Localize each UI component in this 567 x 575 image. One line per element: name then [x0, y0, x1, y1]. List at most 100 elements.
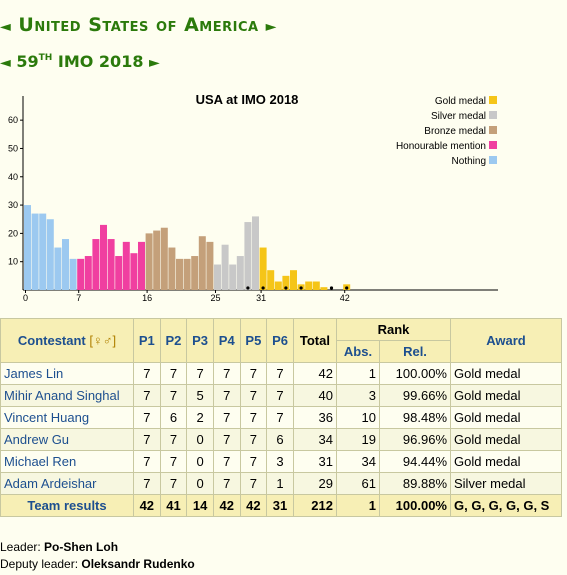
- problem-score: 7: [159, 428, 188, 451]
- bar-score-23: [198, 236, 206, 290]
- usa-score-marker: [246, 286, 250, 290]
- y-tick-label: 50: [8, 143, 18, 153]
- total-score: 29: [292, 472, 338, 495]
- bar-score-38: [312, 281, 320, 290]
- bar-score-35: [290, 270, 297, 290]
- contestant-name[interactable]: Adam Ardeishar: [0, 472, 134, 495]
- bar-score-6: [69, 258, 77, 290]
- problem-score: 2: [186, 406, 214, 429]
- problem-score: 7: [239, 362, 268, 385]
- olympiad-number: 59: [16, 52, 39, 71]
- header-p1: P1: [133, 318, 161, 363]
- team-results-row: Team results 42 41 14 42 42 31 212 1 100.00% G, G,…: [0, 494, 562, 517]
- team-award: G, G, G, G, G, S: [450, 494, 562, 517]
- problem-score: 7: [266, 362, 294, 385]
- olympiad-number-suffix: th: [38, 53, 53, 63]
- header-p5: P5: [239, 318, 268, 363]
- arrow-left-icon: ◄: [0, 19, 12, 35]
- problem-score: 7: [159, 384, 188, 407]
- rank-relative: 99.66%: [379, 384, 451, 407]
- problem-score: 7: [133, 472, 161, 495]
- bar-score-5: [62, 239, 69, 290]
- leader-label: Leader:: [0, 540, 41, 554]
- problem-score: 7: [133, 450, 161, 473]
- header-p2: P2: [159, 318, 188, 363]
- header-total: Total: [292, 318, 338, 363]
- bar-score-8: [84, 256, 92, 290]
- leader-name[interactable]: Po-Shen Loh: [44, 540, 119, 554]
- legend-swatch: [489, 96, 497, 104]
- usa-score-marker: [261, 286, 265, 290]
- problem-score: 5: [186, 384, 214, 407]
- bar-score-4: [54, 247, 62, 290]
- problem-score: 1: [266, 472, 294, 495]
- bar-score-31: [259, 247, 267, 290]
- olympiad-name: IMO 2018: [57, 52, 144, 71]
- olympiad-title: ◄ 59th IMO 2018 ►: [0, 52, 160, 76]
- contestant-name[interactable]: Mihir Anand Singhal: [0, 384, 134, 407]
- y-tick-label: 10: [8, 257, 18, 267]
- gender-filter-link[interactable]: [♀♂]: [89, 333, 117, 348]
- award: Gold medal: [450, 406, 562, 429]
- x-tick-label: 25: [210, 293, 220, 303]
- rank-absolute: 34: [336, 450, 380, 473]
- bar-score-37: [305, 281, 313, 290]
- contestant-name[interactable]: Vincent Huang: [0, 406, 134, 429]
- problem-score: 7: [212, 384, 241, 407]
- legend-label: Nothing: [452, 156, 486, 167]
- contestant-name[interactable]: Michael Ren: [0, 450, 134, 473]
- award: Silver medal: [450, 472, 562, 495]
- contestant-name[interactable]: Andrew Gu: [0, 428, 134, 451]
- bar-score-16: [145, 233, 153, 290]
- team-problem-score: 41: [159, 494, 188, 517]
- team-total: 212: [292, 494, 338, 517]
- total-score: 42: [292, 362, 338, 385]
- bar-score-21: [183, 258, 191, 290]
- bar-score-14: [130, 253, 138, 290]
- problem-score: 3: [266, 450, 294, 473]
- problem-score: 7: [186, 362, 214, 385]
- bar-score-19: [168, 247, 176, 290]
- problem-score: 6: [159, 406, 188, 429]
- country-title: ◄ United States of America ►: [0, 14, 277, 44]
- y-tick-label: 40: [8, 172, 18, 182]
- team-rank-absolute: 1: [336, 494, 380, 517]
- table-row: Michael Ren 7 7 0 7 7 3 31 34 94.44% Gold medal: [0, 450, 562, 473]
- legend-label: Bronze medal: [424, 126, 486, 137]
- problem-score: 0: [186, 428, 214, 451]
- problem-score: 0: [186, 450, 214, 473]
- problem-score: 7: [239, 450, 268, 473]
- rank-relative: 89.88%: [379, 472, 451, 495]
- bar-score-9: [92, 239, 100, 290]
- bar-score-13: [122, 241, 130, 290]
- header-contestant: Contestant [♀♂]: [0, 318, 134, 363]
- problem-score: 7: [212, 362, 241, 385]
- bar-score-18: [160, 227, 168, 290]
- header-award: Award: [450, 318, 562, 363]
- bar-score-11: [107, 239, 115, 290]
- table-row: Mihir Anand Singhal 7 7 5 7 7 7 40 3 99.66% Gold m…: [0, 384, 562, 407]
- contestant-name[interactable]: James Lin: [0, 362, 134, 385]
- problem-score: 7: [239, 428, 268, 451]
- problem-score: 7: [159, 472, 188, 495]
- total-score: 40: [292, 384, 338, 407]
- award: Gold medal: [450, 428, 562, 451]
- header-rank-abs: Abs.: [336, 340, 380, 363]
- rank-relative: 96.96%: [379, 428, 451, 451]
- bar-score-15: [138, 241, 145, 290]
- country-name: United States of America: [18, 14, 259, 36]
- arrow-right-icon: ►: [149, 55, 160, 71]
- rank-relative: 100.00%: [379, 362, 451, 385]
- deputy-leader-name[interactable]: Oleksandr Rudenko: [81, 557, 195, 571]
- y-tick-label: 20: [8, 228, 18, 238]
- legend-label: Silver medal: [431, 111, 486, 122]
- bar-score-30: [252, 216, 259, 290]
- problem-score: 7: [266, 406, 294, 429]
- legend-swatch: [489, 126, 497, 134]
- rank-absolute: 10: [336, 406, 380, 429]
- bar-score-27: [229, 264, 237, 290]
- legend-swatch: [489, 156, 497, 164]
- bar-score-25: [214, 264, 221, 290]
- problem-score: 7: [239, 384, 268, 407]
- problem-score: 7: [266, 384, 294, 407]
